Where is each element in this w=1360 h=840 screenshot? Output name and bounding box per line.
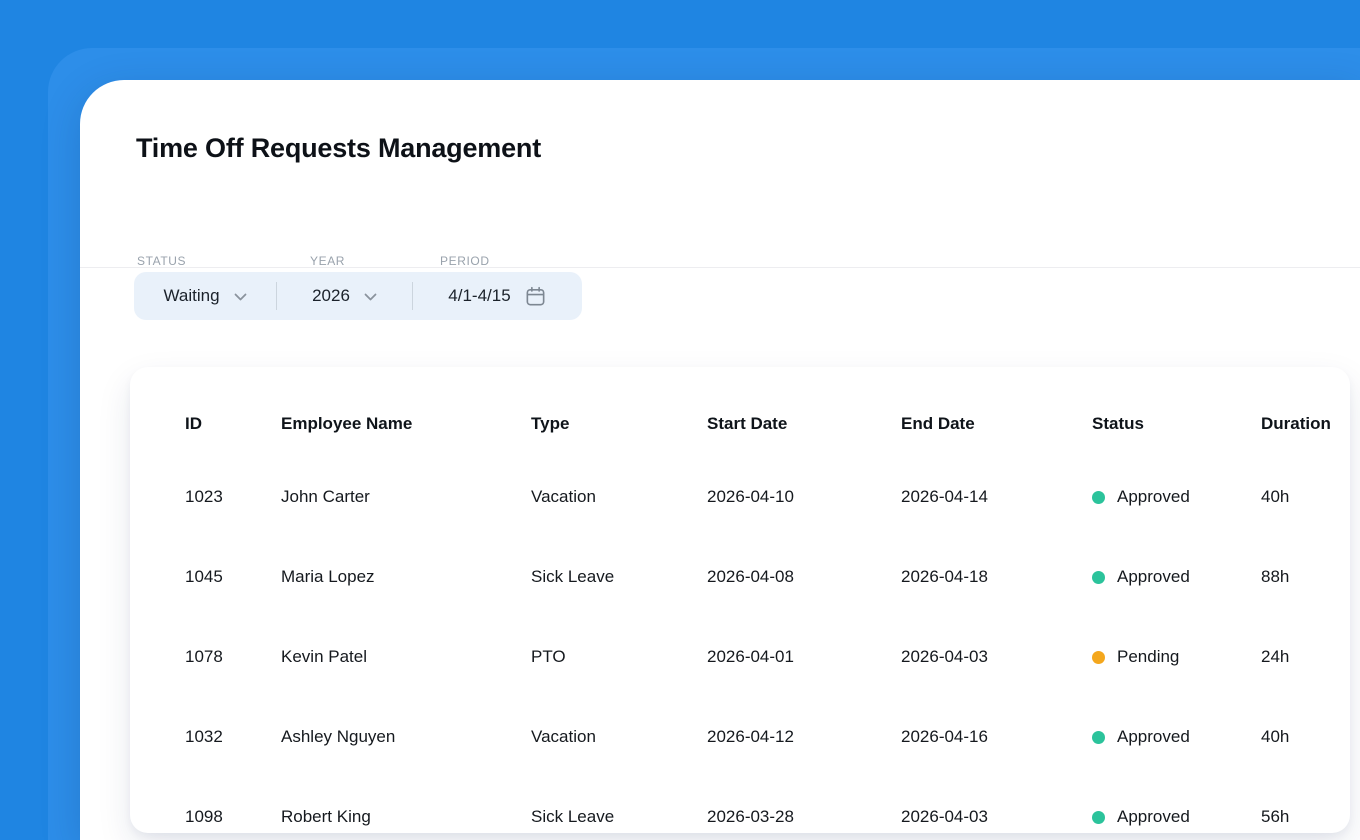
id-cell: 1032 <box>185 727 223 746</box>
filter-pill: Waiting 2026 4/1-4/15 <box>134 272 582 320</box>
status-label: Approved <box>1117 567 1190 586</box>
calendar-icon <box>526 286 545 305</box>
type-cell: Sick Leave <box>531 807 615 826</box>
start-cell: 2026-03-28 <box>707 807 794 826</box>
main-panel: Time Off Requests Management STATUS YEAR… <box>80 80 1360 840</box>
year-filter-value: 2026 <box>312 286 350 305</box>
pill-divider <box>276 282 277 310</box>
table-body: 1023 John Carter Vacation 2026-04-10 2026-04… <box>130 457 1350 833</box>
status-filter-dropdown[interactable]: Waiting <box>134 272 276 320</box>
column-header-status: Status <box>1092 414 1144 433</box>
period-filter[interactable]: 4/1-4/15 <box>413 272 582 320</box>
start-cell: 2026-04-08 <box>707 567 794 586</box>
status-dot <box>1092 490 1105 504</box>
name-cell: Ashley Nguyen <box>281 727 396 746</box>
table-row[interactable]: 1045 Maria Lopez Sick Leave 2026-04-08 2026-… <box>130 537 1350 617</box>
period-filter-value: 4/1-4/15 <box>448 286 511 305</box>
table-row[interactable]: 1078 Kevin Patel PTO 2026-04-01 2026-04-03 Pe… <box>130 617 1350 697</box>
page-header: Time Off Requests Management <box>80 132 1360 268</box>
status-dot <box>1092 570 1105 584</box>
column-header-employee-name: Employee Name <box>281 414 413 433</box>
duration-cell: 40h <box>1261 727 1290 746</box>
table-header-row: ID Employee Name Type Start Date End Date Sta… <box>130 403 1350 445</box>
table-row[interactable]: 1023 John Carter Vacation 2026-04-10 2026-04… <box>130 457 1350 537</box>
status-filter-value: Waiting <box>163 286 220 305</box>
column-header-type: Type <box>531 414 570 433</box>
table-row[interactable]: 1098 Robert King Sick Leave 2026-03-28 2026-… <box>130 777 1350 833</box>
status-dot <box>1092 810 1105 824</box>
end-cell: 2026-04-03 <box>901 807 988 826</box>
chevron-down-icon <box>234 293 246 301</box>
name-cell: Kevin Patel <box>281 647 367 666</box>
status-label: Pending <box>1117 647 1180 666</box>
duration-cell: 56h <box>1261 807 1290 826</box>
status-dot <box>1092 650 1105 664</box>
id-cell: 1078 <box>185 647 223 666</box>
filter-bar: STATUS YEAR PERIOD Waiting 2026 4/1-4/15 <box>134 252 582 320</box>
type-cell: Vacation <box>531 487 596 506</box>
type-cell: PTO <box>531 647 566 666</box>
duration-cell: 88h <box>1261 567 1290 586</box>
type-cell: Sick Leave <box>531 567 615 586</box>
start-cell: 2026-04-01 <box>707 647 794 666</box>
filter-labels: STATUS YEAR PERIOD <box>134 252 582 272</box>
id-cell: 1045 <box>185 567 223 586</box>
end-cell: 2026-04-16 <box>901 727 988 746</box>
year-filter-label: YEAR <box>310 254 346 268</box>
end-cell: 2026-04-03 <box>901 647 988 666</box>
status-filter-label: STATUS <box>137 254 187 268</box>
status-cell: Approved <box>1092 567 1261 587</box>
table-row[interactable]: 1032 Ashley Nguyen Vacation 2026-04-12 2026-… <box>130 697 1350 777</box>
name-cell: Maria Lopez <box>281 567 375 586</box>
pill-divider <box>412 282 413 310</box>
status-label: Approved <box>1117 487 1190 506</box>
status-dot <box>1092 730 1105 744</box>
end-cell: 2026-04-18 <box>901 567 988 586</box>
column-header-end-date: End Date <box>901 414 975 433</box>
column-header-start-date: Start Date <box>707 414 788 433</box>
status-cell: Approved <box>1092 487 1261 507</box>
start-cell: 2026-04-10 <box>707 487 794 506</box>
column-header-id: ID <box>185 414 202 433</box>
id-cell: 1023 <box>185 487 223 506</box>
requests-table-card: ID Employee Name Type Start Date End Date Sta… <box>130 367 1350 833</box>
start-cell: 2026-04-12 <box>707 727 794 746</box>
page-title: Time Off Requests Management <box>136 133 541 163</box>
chevron-down-icon <box>364 293 377 301</box>
name-cell: Robert King <box>281 807 371 826</box>
year-filter-dropdown[interactable]: 2026 <box>277 272 412 320</box>
id-cell: 1098 <box>185 807 223 826</box>
period-filter-label: PERIOD <box>440 254 490 268</box>
name-cell: John Carter <box>281 487 370 506</box>
column-header-duration: Duration <box>1261 414 1331 433</box>
status-cell: Approved <box>1092 727 1261 747</box>
type-cell: Vacation <box>531 727 596 746</box>
status-label: Approved <box>1117 807 1190 826</box>
end-cell: 2026-04-14 <box>901 487 988 506</box>
duration-cell: 40h <box>1261 487 1290 506</box>
duration-cell: 24h <box>1261 647 1290 666</box>
status-cell: Approved <box>1092 807 1261 827</box>
status-cell: Pending <box>1092 647 1261 667</box>
status-label: Approved <box>1117 727 1190 746</box>
